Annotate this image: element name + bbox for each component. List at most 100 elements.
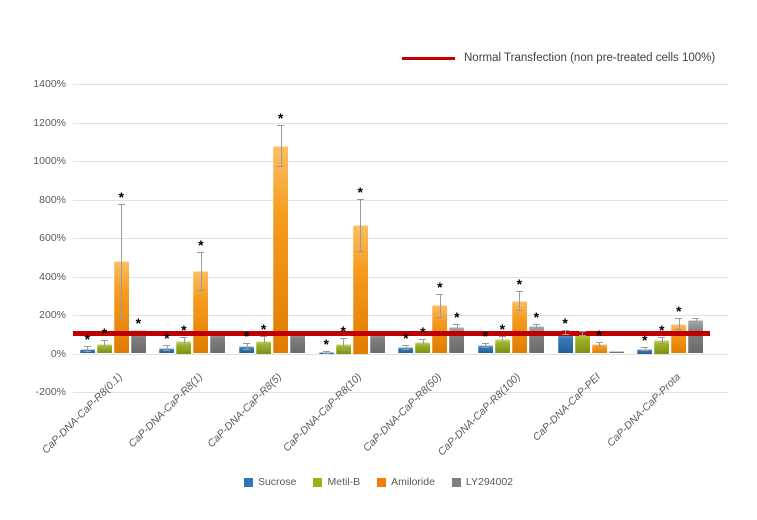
error-bar-cap [180, 337, 188, 339]
error-bar-cap [595, 346, 603, 348]
legend-item-Amiloride: Amiloride [377, 476, 435, 488]
significance-marker-Amiloride-CaP-DNA-CaP-R8(100): * [516, 276, 523, 293]
error-bar-cap [243, 342, 251, 344]
significance-marker-Sucrose-CaP-DNA-CaP-R8(50): * [403, 329, 409, 346]
bar-Metil-B-CaP-DNA-CaP-PEI [574, 332, 590, 354]
significance-marker-Amiloride-CaP-DNA-CaP-R8(5): * [277, 110, 284, 127]
error-bar-Amiloride-CaP-DNA-CaP-R8(10) [360, 198, 362, 251]
x-axis-category-label: CaP-DNA-CaP-PEI [530, 371, 604, 444]
gridline-1400% [73, 84, 728, 85]
bar-LY294002-CaP-DNA-CaP-R8(1) [210, 332, 226, 354]
error-bar-cap [180, 344, 188, 346]
significance-marker-Sucrose-CaP-DNA-CaP-R8(5): * [243, 327, 250, 344]
legend-swatch [243, 477, 253, 487]
significance-marker-Metil-B-CaP-DNA-CaP-R8(100): * [499, 321, 506, 338]
error-bar-cap [163, 345, 171, 347]
gridline-600% [73, 238, 728, 239]
error-bar-Amiloride-CaP-DNA-CaP-R8(5) [280, 125, 282, 166]
error-bar-cap [260, 345, 268, 347]
x-axis-category-label: CaP-DNA-CaP-R8(50) [360, 371, 444, 455]
x-axis-category-label: CaP-DNA-CaP-R8(10) [281, 371, 365, 455]
error-bar-Sucrose-CaP-DNA-CaP-R8(10) [326, 350, 328, 354]
legend-item-Sucrose: Sucrose [243, 476, 296, 488]
significance-marker-Amiloride-CaP-DNA-CaP-R8(10): * [357, 183, 363, 200]
bar-Amiloride-CaP-DNA-CaP-PEI [591, 343, 607, 354]
error-bar-cap [692, 321, 700, 323]
error-bar-cap [419, 338, 427, 340]
bar-Amiloride-CaP-DNA-CaP-R8(10) [352, 224, 368, 354]
y-axis-tick-label: 200% [39, 309, 66, 321]
x-axis-category-label: CaP-DNA-CaP-R8(0.1) [40, 371, 126, 457]
significance-marker-Metil-B-CaP-DNA-CaP-R8(5): * [260, 321, 267, 338]
error-bar-Metil-B-CaP-DNA-CaP-R8(100) [502, 336, 504, 342]
significance-marker-LY294002-CaP-DNA-CaP-R8(100): * [533, 308, 540, 325]
gridline-1000% [73, 161, 728, 162]
y-axis-tick-label: 800% [39, 193, 66, 206]
error-bar-Metil-B-CaP-DNA-CaP-R8(10) [343, 338, 345, 349]
significance-marker-Amiloride-CaP-DNA-CaP-PEI: * [596, 326, 602, 343]
bar-Sucrose-CaP-DNA-CaP-R8(50) [398, 346, 414, 354]
x-axis-category-label: CaP-DNA-CaP-R8(100) [436, 371, 524, 459]
gridline-0% [73, 353, 728, 355]
error-bar-cap [402, 344, 410, 346]
significance-marker-Metil-B-CaP-DNA-CaP-R8(1): * [181, 322, 187, 339]
error-bar-cap [453, 328, 461, 330]
error-bar-cap [100, 339, 108, 341]
significance-marker-Sucrose-CaP-DNA-CaP-R8(100): * [482, 327, 489, 344]
y-axis-tick-label: 1400% [33, 78, 66, 90]
error-bar-Metil-B-CaP-DNA-CaP-R8(50) [422, 338, 424, 346]
gridline-1200% [73, 122, 728, 124]
error-bar-cap [83, 351, 91, 352]
x-axis-category-label: CaP-DNA-CaP-Prota [604, 371, 683, 450]
error-bar-Sucrose-CaP-DNA-CaP-R8(1) [166, 345, 168, 350]
significance-marker-Sucrose-CaP-DNA-CaP-R8(10): * [323, 335, 329, 352]
error-bar-cap [641, 350, 649, 352]
significance-marker-Metil-B-CaP-DNA-CaP-R8(0.1): * [101, 324, 108, 341]
error-bar-cap [356, 250, 364, 252]
error-bar-Sucrose-CaP-DNA-CaP-R8(0.1) [87, 346, 89, 351]
error-bar-cap [322, 353, 330, 355]
error-bar-cap [339, 348, 347, 350]
error-bar-Sucrose-CaP-DNA-CaP-Prota [644, 346, 646, 351]
bar-Metil-B-CaP-DNA-CaP-Prota [654, 340, 670, 354]
error-bar-LY294002-CaP-DNA-CaP-R8(100) [536, 323, 538, 328]
significance-marker-Metil-B-CaP-DNA-CaP-R8(50): * [420, 323, 426, 340]
bar-Sucrose-CaP-DNA-CaP-R8(100) [477, 344, 493, 354]
significance-marker-Amiloride-CaP-DNA-CaP-R8(1): * [198, 236, 204, 253]
error-bar-cap [515, 309, 523, 311]
bar-LY294002-CaP-DNA-CaP-PEI [608, 350, 624, 354]
reference-line-swatch [402, 56, 455, 60]
error-bar-Metil-B-CaP-DNA-CaP-PEI [582, 330, 584, 335]
error-bar-Amiloride-CaP-DNA-CaP-PEI [599, 341, 601, 347]
error-bar-cap [436, 294, 444, 296]
error-bar-cap [322, 350, 330, 352]
error-bar-Amiloride-CaP-DNA-CaP-R8(0.1) [121, 204, 123, 318]
legend-label: Metil-B [327, 476, 361, 488]
error-bar-Metil-B-CaP-DNA-CaP-R8(0.1) [104, 339, 106, 349]
significance-marker-Sucrose-CaP-DNA-CaP-R8(1): * [164, 330, 170, 347]
reference-line-label: Normal Transfection (non pre-treated cel… [464, 52, 716, 64]
error-bar-cap [481, 347, 489, 349]
error-bar-cap [498, 336, 506, 338]
error-bar-Metil-B-CaP-DNA-CaP-R8(1) [183, 337, 185, 345]
bar-LY294002-CaP-DNA-CaP-R8(100) [528, 325, 544, 354]
y-axis-tick-label: 1200% [33, 116, 66, 129]
legend-label: LY294002 [465, 476, 514, 488]
significance-marker-Metil-B-CaP-DNA-CaP-Prota: * [658, 322, 665, 339]
significance-marker-Sucrose-CaP-DNA-CaP-PEI: * [562, 314, 568, 331]
error-bar-cap [532, 327, 540, 329]
error-bar-cap [117, 204, 125, 206]
bar-LY294002-CaP-DNA-CaP-R8(5) [290, 331, 306, 354]
error-bar-Amiloride-CaP-DNA-CaP-R8(50) [439, 294, 441, 317]
error-bar-cap [260, 336, 268, 338]
significance-marker-Sucrose-CaP-DNA-CaP-Prota: * [641, 331, 648, 348]
y-axis-tick-label: -200% [35, 386, 66, 398]
significance-marker-Amiloride-CaP-DNA-CaP-Prota: * [675, 303, 682, 320]
significance-marker-Amiloride-CaP-DNA-CaP-R8(50): * [437, 279, 443, 296]
error-bar-cap [675, 329, 683, 331]
error-bar-cap [402, 349, 410, 351]
error-bar-cap [356, 198, 364, 200]
series-legend: Sucrose Metil-B Amiloride LY294002 [0, 476, 757, 488]
bar-LY294002-CaP-DNA-CaP-Prota [688, 319, 704, 354]
